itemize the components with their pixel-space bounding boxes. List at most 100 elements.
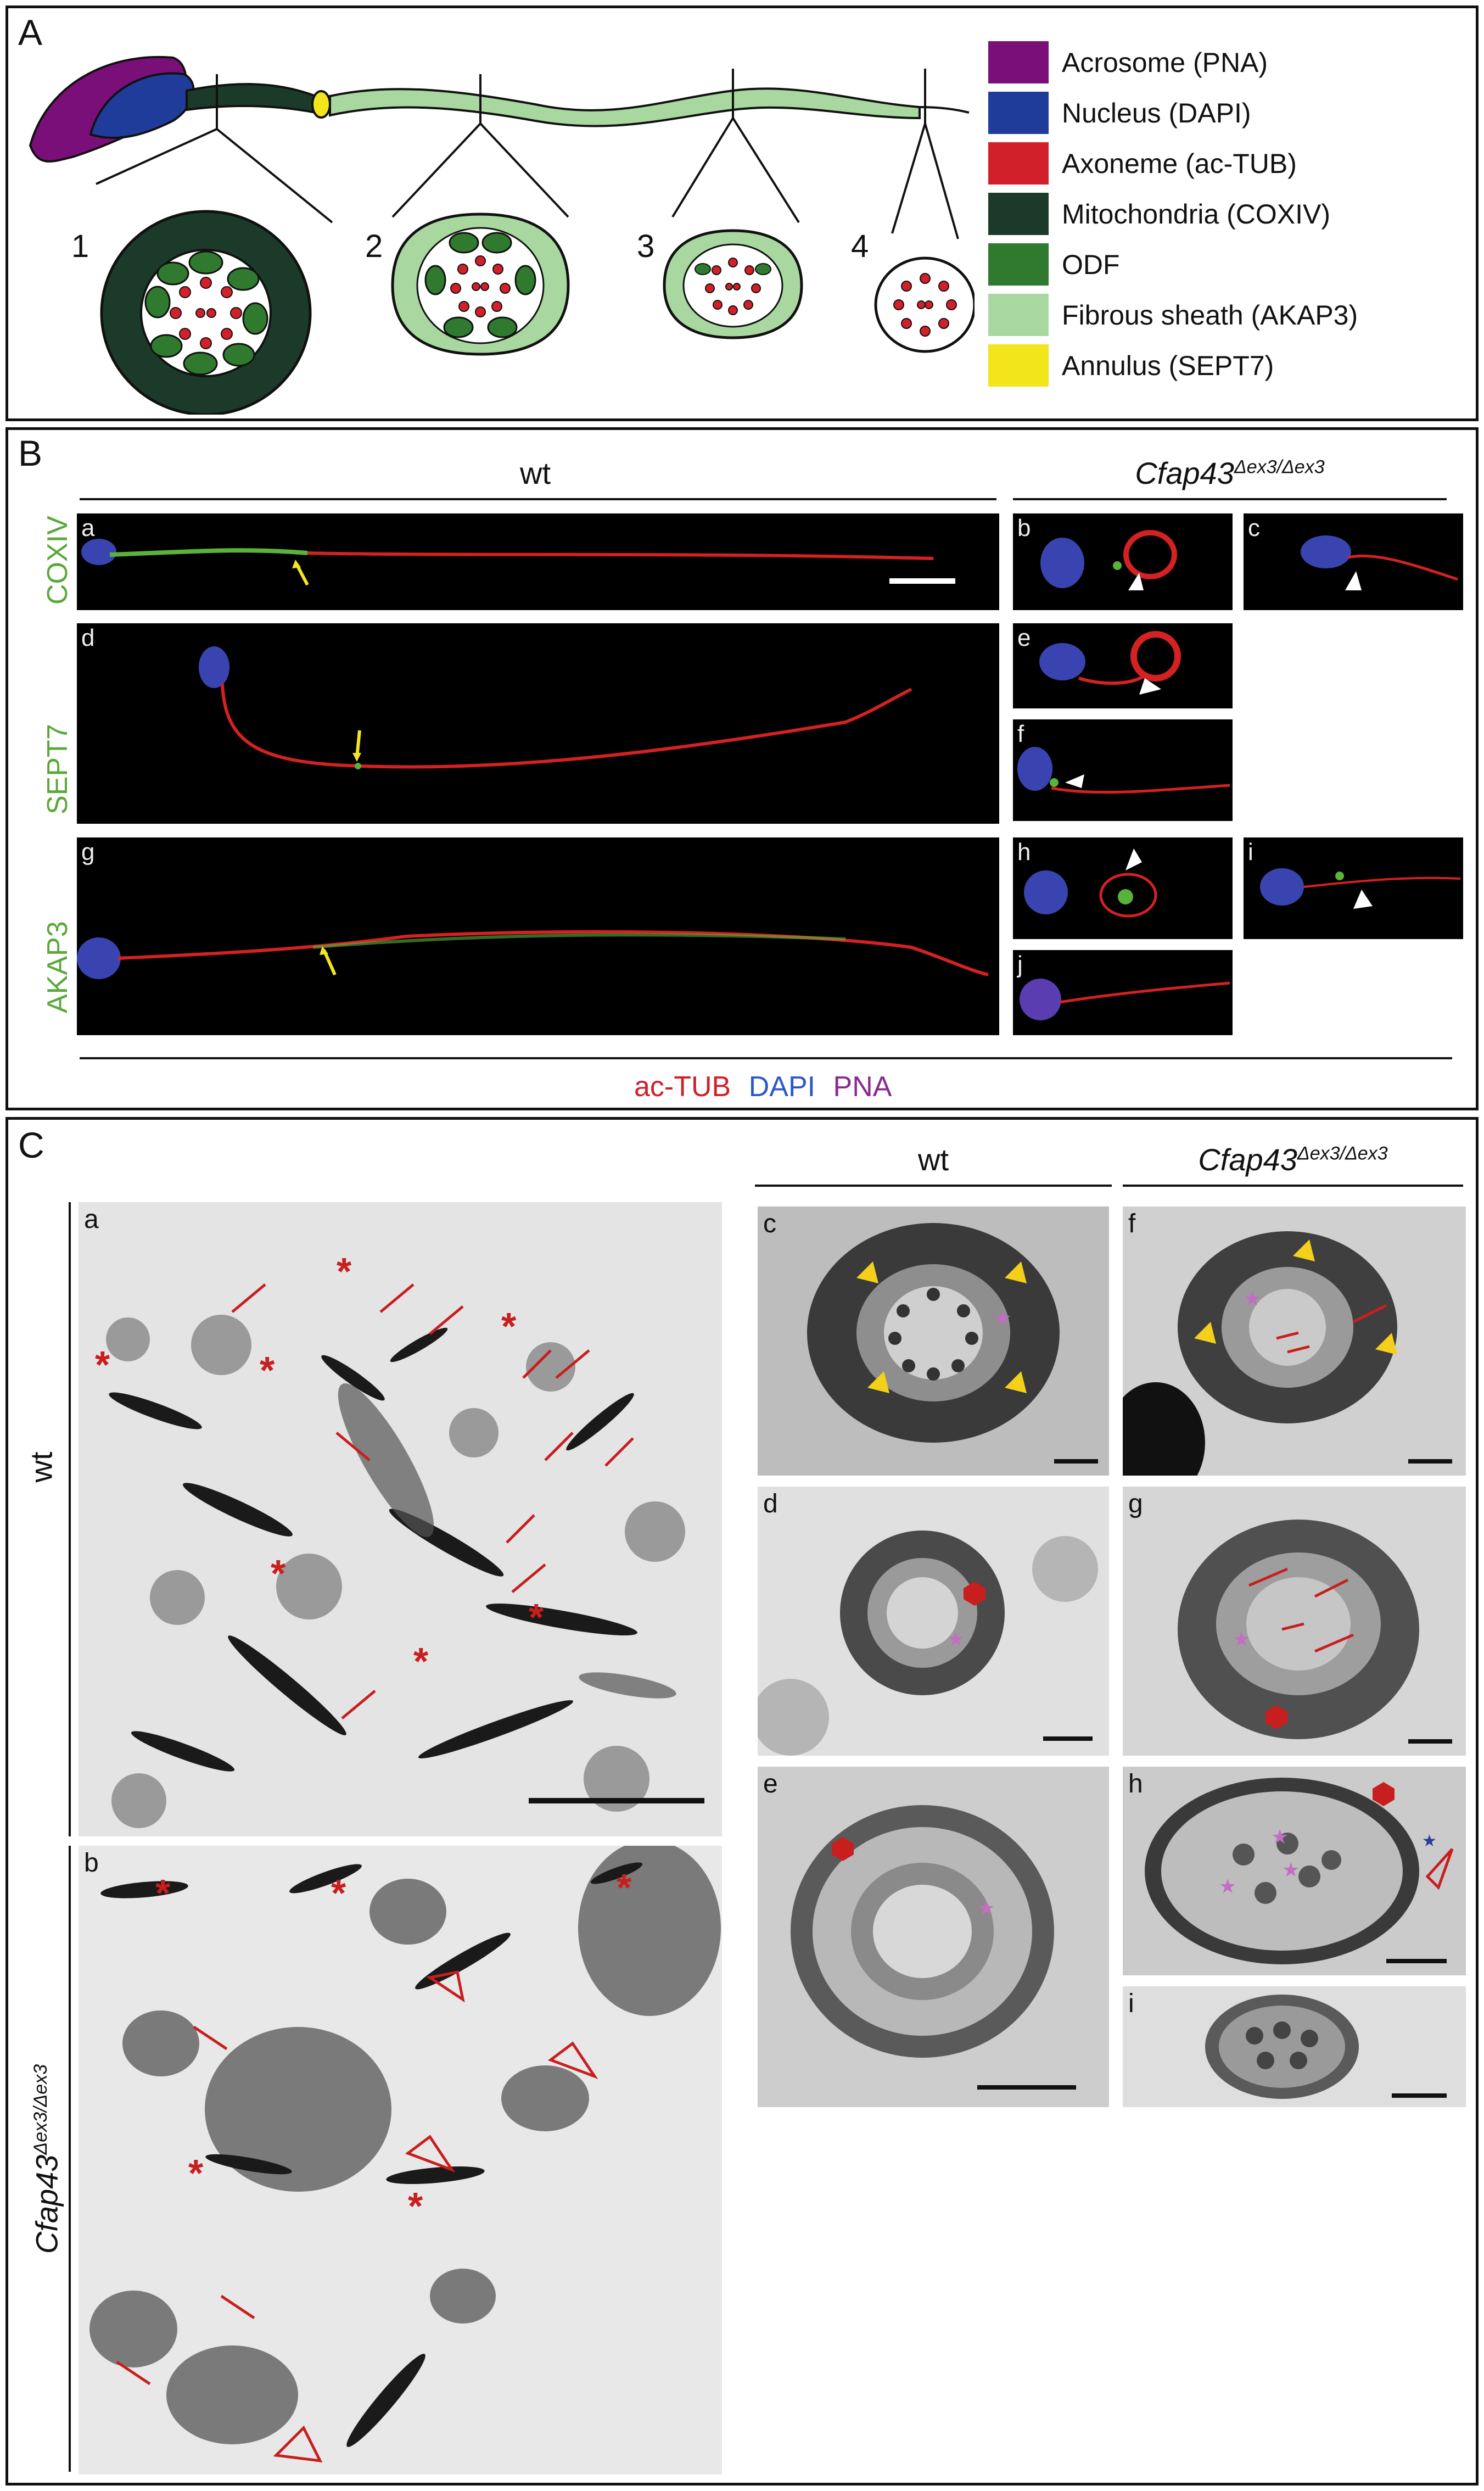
fluorescence-image-j: j	[1013, 950, 1233, 1035]
section-number-4: 4	[851, 228, 869, 264]
legend-item-fibrous-sheath: Fibrous sheath (AKAP3)	[988, 294, 1358, 336]
header-mutant-line	[1013, 498, 1447, 500]
svg-text:★: ★	[994, 1306, 1011, 1329]
svg-text:*: *	[617, 1866, 632, 1909]
sublabel-c-i: i	[1128, 1989, 1134, 2018]
em-image-g: ★ g	[1123, 1487, 1466, 1756]
row-label-mutant-allele: Δex3/Δex3	[30, 2064, 51, 2155]
sublabel-c-g: g	[1128, 1489, 1143, 1518]
sublabel-c-h: h	[1128, 1769, 1143, 1799]
principal-piece-shape	[329, 87, 921, 127]
header-c-mutant-line	[1123, 1185, 1463, 1187]
sublabel-c-b: b	[84, 1848, 99, 1878]
em-image-b: * * * * * b	[79, 1846, 722, 2475]
panel-a: A	[5, 5, 1479, 421]
svg-text:*: *	[408, 2185, 423, 2227]
sublabel-g: g	[81, 839, 95, 865]
sublabel-i: i	[1248, 839, 1253, 865]
svg-text:★: ★	[1422, 1832, 1437, 1850]
row-wt-line	[69, 1202, 71, 1836]
legend-swatch	[988, 92, 1049, 134]
legend-item-odf: ODF	[988, 243, 1358, 286]
sublabel-c-d: d	[763, 1489, 778, 1518]
fluorescence-image-g: g	[77, 837, 999, 1035]
svg-text:*: *	[271, 1552, 286, 1595]
header-c-mutant-gene: Cfap43	[1198, 1142, 1297, 1177]
panel-b-label: B	[18, 433, 43, 473]
svg-text:★: ★	[977, 1897, 995, 1919]
panel-b: B wt Cfap43Δex3/Δex3 COXIV SEPT7 AKAP3 a…	[5, 427, 1479, 1110]
row-mutant-line	[69, 1846, 71, 2472]
svg-text:★: ★	[1271, 1825, 1289, 1848]
panel-c-label: C	[18, 1125, 44, 1165]
em-image-f: ★ f	[1123, 1207, 1466, 1476]
sperm-schematic	[29, 55, 975, 415]
svg-text:★: ★	[1233, 1628, 1250, 1650]
header-c-wt: wt	[918, 1142, 949, 1177]
legend-label: Annulus (SEPT7)	[1062, 350, 1274, 381]
svg-text:*: *	[260, 1349, 275, 1392]
fluorescence-image-i: i	[1244, 837, 1463, 939]
legend-swatch	[988, 193, 1049, 235]
sublabel-a: a	[81, 515, 95, 541]
cross-section-3	[663, 229, 803, 339]
header-c-mutant: Cfap43Δex3/Δex3	[1123, 1142, 1463, 1177]
row-label-coxiv: COXIV	[42, 516, 74, 605]
svg-text:*: *	[413, 1640, 429, 1683]
svg-text:*: *	[95, 1343, 110, 1386]
legend-item-nucleus: Nucleus (DAPI)	[988, 92, 1358, 134]
fluorescence-image-c: c	[1244, 513, 1463, 610]
em-image-a: * * * * * * * a	[79, 1202, 722, 1836]
cross-section-1	[100, 210, 312, 415]
sublabel-c-f: f	[1128, 1209, 1136, 1238]
sublabel-j: j	[1017, 951, 1023, 978]
annulus-shape	[311, 90, 331, 119]
legend-item-mitochondria: Mitochondria (COXIV)	[988, 193, 1358, 235]
em-image-d: ★ d	[758, 1487, 1109, 1756]
sublabel-d: d	[81, 624, 95, 651]
panel-c: C wt Cfap43Δex3/Δex3	[5, 1117, 1479, 2486]
legend-label: Fibrous sheath (AKAP3)	[1062, 299, 1358, 331]
row-label-wt: wt	[24, 1451, 59, 1483]
stain-legend-pna: PNA	[833, 1071, 892, 1103]
legend-label: Nucleus (DAPI)	[1062, 97, 1251, 129]
em-image-e: ★ e	[758, 1767, 1109, 2107]
svg-text:★: ★	[1244, 1287, 1261, 1310]
panel-a-label: A	[18, 12, 43, 53]
row-label-akap3: AKAP3	[42, 921, 74, 1013]
sublabel-c-a: a	[84, 1205, 99, 1234]
svg-text:*: *	[529, 1596, 544, 1639]
svg-text:*: *	[501, 1305, 517, 1348]
header-wt: wt	[520, 456, 551, 490]
header-c-wt-line	[755, 1185, 1112, 1187]
section-number-3: 3	[637, 228, 655, 264]
cross-section-2	[391, 213, 570, 356]
stain-legend: ac-TUB DAPI PNA	[634, 1070, 892, 1103]
fluorescence-image-e: e	[1013, 623, 1233, 708]
legend-label: Mitochondria (COXIV)	[1062, 198, 1331, 230]
sublabel-h: h	[1017, 839, 1031, 865]
legend-swatch	[988, 294, 1049, 336]
header-mutant: Cfap43Δex3/Δex3	[1013, 455, 1447, 491]
section-number-2: 2	[365, 228, 383, 264]
sublabel-f: f	[1017, 721, 1024, 747]
svg-text:★: ★	[1282, 1858, 1300, 1881]
header-c-mutant-allele: Δex3/Δex3	[1297, 1143, 1388, 1164]
section-number-1: 1	[71, 228, 89, 264]
fluorescence-image-d: d	[77, 623, 999, 824]
panel-b-bottom-line	[80, 1057, 1452, 1059]
legend-swatch	[988, 243, 1049, 286]
midpiece-shape	[186, 83, 317, 114]
legend-swatch	[988, 41, 1049, 83]
stain-legend-ac-tub: ac-TUB	[634, 1071, 731, 1103]
legend-swatch	[988, 142, 1049, 185]
stain-legend-dapi: DAPI	[748, 1071, 816, 1103]
legend-swatch	[988, 344, 1049, 387]
header-mutant-allele: Δex3/Δex3	[1234, 456, 1325, 478]
sublabel-b: b	[1017, 515, 1031, 541]
svg-text:*: *	[188, 2152, 204, 2194]
sublabel-e: e	[1017, 624, 1031, 651]
header-wt-line	[80, 498, 996, 500]
sublabel-c: c	[1248, 515, 1260, 541]
fluorescence-image-b: b	[1013, 513, 1233, 610]
